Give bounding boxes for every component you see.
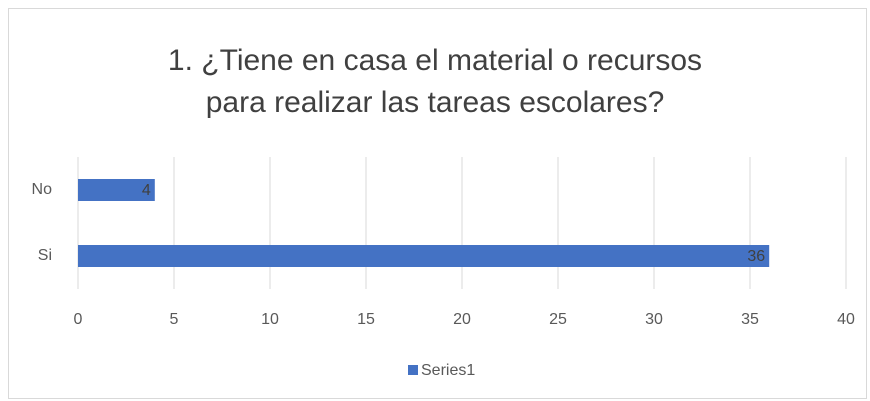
legend-swatch <box>408 365 418 375</box>
y-tick-label: No <box>32 181 53 198</box>
legend-label: Series1 <box>421 362 475 379</box>
x-tick-label: 10 <box>261 311 279 328</box>
bar <box>78 179 155 201</box>
x-tick-label: 5 <box>170 311 179 328</box>
x-tick-label: 0 <box>74 311 83 328</box>
x-tick-label: 15 <box>357 311 375 328</box>
x-tick-label: 25 <box>549 311 567 328</box>
chart-title: 1. ¿Tiene en casa el material o recursos… <box>167 44 703 119</box>
chart-border <box>8 8 867 399</box>
x-tick-label: 35 <box>741 311 759 328</box>
x-tick-label: 20 <box>453 311 471 328</box>
x-tick-label: 30 <box>645 311 663 328</box>
x-tick-label: 40 <box>837 311 855 328</box>
bar <box>78 245 770 267</box>
data-label: 36 <box>747 248 765 265</box>
data-label: 4 <box>142 182 151 199</box>
y-tick-label: Si <box>38 247 52 264</box>
